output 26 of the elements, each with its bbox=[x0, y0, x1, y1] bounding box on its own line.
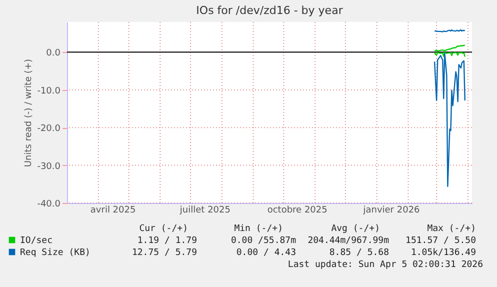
y-axis-title: Units read (-) / write (+) bbox=[24, 58, 34, 168]
y-tick-label: -10.0 bbox=[37, 86, 61, 96]
x-tick-label: octobre 2025 bbox=[267, 206, 328, 216]
text: 8.85 / 5.68 bbox=[329, 248, 389, 258]
legend-label: Req Size (KB) bbox=[20, 248, 90, 258]
chart-title: IOs for /dev/zd16 - by year bbox=[196, 4, 344, 17]
text: 0.00 /55.87m bbox=[230, 236, 296, 246]
text: Max (-/+) bbox=[427, 224, 476, 234]
text: 1.19 / 1.79 bbox=[137, 236, 197, 246]
text: Min (-/+) bbox=[234, 224, 283, 234]
x-tick-label: avril 2025 bbox=[90, 206, 136, 216]
text: 0.00 / 4.43 bbox=[236, 248, 296, 258]
text: Avg (-/+) bbox=[331, 224, 380, 234]
text: Cur (-/+) bbox=[139, 224, 188, 234]
y-tick-label: -20.0 bbox=[37, 124, 61, 134]
text: 204.44m/967.99m bbox=[308, 236, 389, 246]
y-tick-label: 0.0 bbox=[46, 48, 61, 59]
x-tick-label: janvier 2026 bbox=[362, 206, 420, 216]
text: 12.75 / 5.79 bbox=[132, 248, 197, 258]
text: 1.05k/136.49 bbox=[410, 248, 476, 258]
text: Last update: Sun Apr 5 02:00:31 2026 bbox=[288, 260, 483, 270]
x-tick-label: juillet 2025 bbox=[178, 206, 230, 216]
y-tick-label: -40.0 bbox=[37, 200, 61, 210]
y-tick-label: -30.0 bbox=[37, 162, 61, 172]
text: 151.57 / 5.50 bbox=[406, 236, 476, 246]
legend-label: IO/sec bbox=[20, 236, 53, 246]
